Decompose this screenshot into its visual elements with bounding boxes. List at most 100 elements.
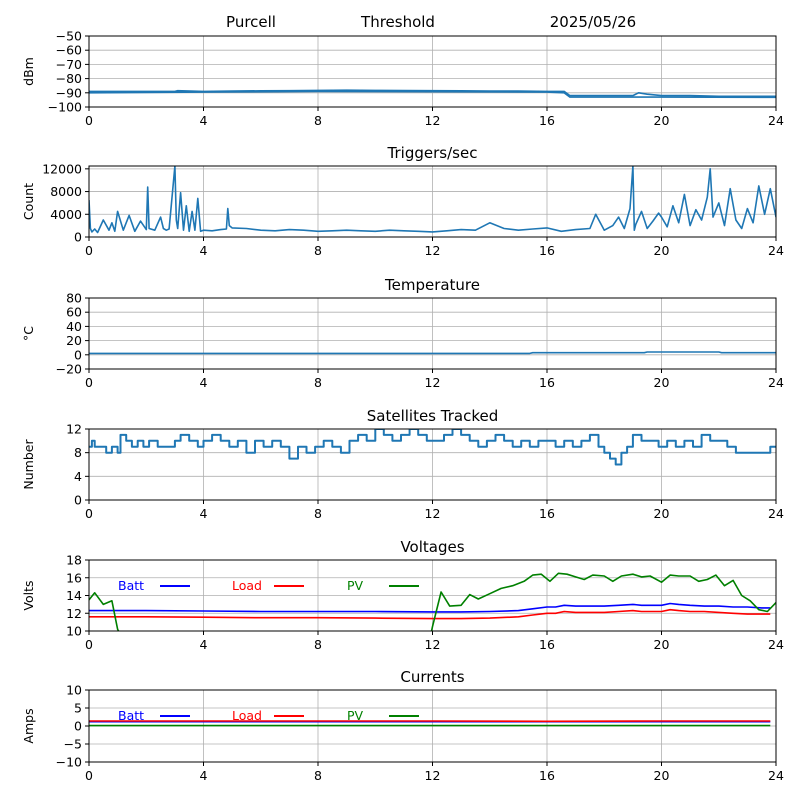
x-tick-label: 20 <box>654 768 670 783</box>
panel-series-group <box>89 166 776 234</box>
y-tick-label: −70 <box>56 57 82 72</box>
y-axis-label: Amps <box>21 708 36 743</box>
y-axis-label: Count <box>21 183 36 220</box>
y-tick-label: 10 <box>66 683 82 698</box>
y-tick-label: 40 <box>66 319 82 334</box>
y-axis-label: Volts <box>21 580 36 610</box>
x-tick-label: 12 <box>425 375 441 390</box>
y-tick-label: 0 <box>74 719 82 734</box>
x-tick-label: 24 <box>768 113 784 128</box>
panel-5: 0 4 8 12 16 20 24 10 12 14 16 18 Voltages Volts Batt Lo… <box>21 538 784 652</box>
y-tick-label: −20 <box>56 362 82 377</box>
panel-series-group <box>89 89 776 99</box>
y-tick-label: 60 <box>66 305 82 320</box>
panel-title: Voltages <box>400 538 464 556</box>
y-tick-label: 12 <box>66 606 82 621</box>
x-tick-label: 20 <box>654 637 670 652</box>
y-tick-label: 5 <box>74 701 82 716</box>
x-tick-label: 20 <box>654 113 670 128</box>
x-tick-label: 24 <box>768 375 784 390</box>
y-axis-label: Number <box>21 439 36 490</box>
x-tick-label: 24 <box>768 506 784 521</box>
x-tick-label: 12 <box>425 506 441 521</box>
panel-series-group <box>89 720 771 727</box>
x-tick-label: 20 <box>654 506 670 521</box>
series-line-2 <box>89 90 776 99</box>
x-tick-label: 0 <box>85 637 93 652</box>
x-tick-label: 8 <box>314 768 322 783</box>
legend-label-batt: Batt <box>118 578 144 593</box>
x-tick-label: 4 <box>200 768 208 783</box>
x-tick-label: 4 <box>200 506 208 521</box>
panel-2: 0 4 8 12 16 20 24 0 4000 8000 12000 Triggers/sec Cou… <box>21 144 784 258</box>
panel-title: Temperature <box>384 276 480 294</box>
y-tick-label: 0 <box>74 230 82 245</box>
x-tick-label: 0 <box>85 506 93 521</box>
legend-label-load: Load <box>232 578 262 593</box>
y-tick-label: −90 <box>56 85 82 100</box>
header-site: Purcell <box>226 13 276 31</box>
panel-4: 0 4 8 12 16 20 24 0 4 8 12 Satellites Tracked Number <box>21 407 784 521</box>
x-tick-label: 24 <box>768 768 784 783</box>
legend-label-load: Load <box>232 708 262 723</box>
panel-series-group <box>89 429 776 466</box>
y-tick-label: 4 <box>74 469 82 484</box>
y-tick-label: 8000 <box>50 184 82 199</box>
x-tick-label: 16 <box>539 113 555 128</box>
x-tick-label: 0 <box>85 375 93 390</box>
x-tick-label: 16 <box>539 506 555 521</box>
y-tick-label: 18 <box>66 553 82 568</box>
series-line-1 <box>89 351 776 355</box>
y-tick-label: 4000 <box>50 207 82 222</box>
y-tick-label: 10 <box>66 624 82 639</box>
x-tick-label: 8 <box>314 637 322 652</box>
x-tick-label: 12 <box>425 637 441 652</box>
y-tick-label: 12 <box>66 422 82 437</box>
panel-title: Triggers/sec <box>387 144 478 162</box>
x-tick-label: 16 <box>539 768 555 783</box>
x-tick-label: 16 <box>539 637 555 652</box>
header-date: 2025/05/26 <box>550 13 636 31</box>
x-tick-label: 4 <box>200 113 208 128</box>
legend-label-pv: PV <box>347 708 364 723</box>
series-line-1 <box>89 166 776 234</box>
panel-title: Satellites Tracked <box>367 407 498 425</box>
x-tick-label: 8 <box>314 113 322 128</box>
x-tick-label: 8 <box>314 506 322 521</box>
x-tick-label: 16 <box>539 243 555 258</box>
x-tick-label: 8 <box>314 243 322 258</box>
legend-label-pv: PV <box>347 578 364 593</box>
x-tick-label: 12 <box>425 243 441 258</box>
x-tick-label: 16 <box>539 375 555 390</box>
x-tick-label: 24 <box>768 243 784 258</box>
x-tick-label: 4 <box>200 637 208 652</box>
series-line-1 <box>89 429 776 466</box>
series-line-pv <box>89 572 776 631</box>
series-line-load <box>89 608 771 620</box>
panel-title: Currents <box>400 668 464 686</box>
x-tick-label: 12 <box>425 768 441 783</box>
x-tick-label: 20 <box>654 375 670 390</box>
y-tick-label: 0 <box>74 347 82 362</box>
series-line-1 <box>89 89 776 98</box>
x-tick-label: 0 <box>85 768 93 783</box>
y-tick-label: 0 <box>74 493 82 508</box>
y-tick-label: 12000 <box>42 161 82 176</box>
panel-series-group <box>89 572 776 631</box>
panel-series-group <box>89 351 776 355</box>
y-axis-label: °C <box>21 326 36 341</box>
y-tick-label: −80 <box>56 71 82 86</box>
y-tick-label: −50 <box>56 29 82 44</box>
header-mode: Threshold <box>360 13 435 31</box>
x-tick-label: 0 <box>85 113 93 128</box>
y-axis-label: dBm <box>21 57 36 86</box>
y-tick-label: −5 <box>64 737 82 752</box>
x-tick-label: 12 <box>425 113 441 128</box>
x-tick-label: 4 <box>200 375 208 390</box>
x-tick-label: 8 <box>314 375 322 390</box>
y-tick-label: −100 <box>48 100 82 115</box>
y-tick-label: 80 <box>66 291 82 306</box>
